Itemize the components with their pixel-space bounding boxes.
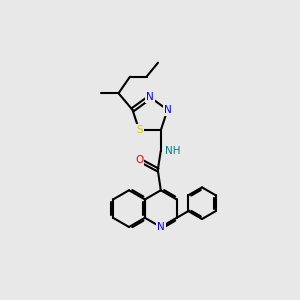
Text: S: S bbox=[136, 125, 142, 135]
Text: O: O bbox=[135, 155, 143, 165]
Text: N: N bbox=[146, 92, 154, 102]
Text: NH: NH bbox=[165, 146, 181, 156]
Text: N: N bbox=[164, 105, 171, 115]
Text: N: N bbox=[157, 222, 165, 232]
